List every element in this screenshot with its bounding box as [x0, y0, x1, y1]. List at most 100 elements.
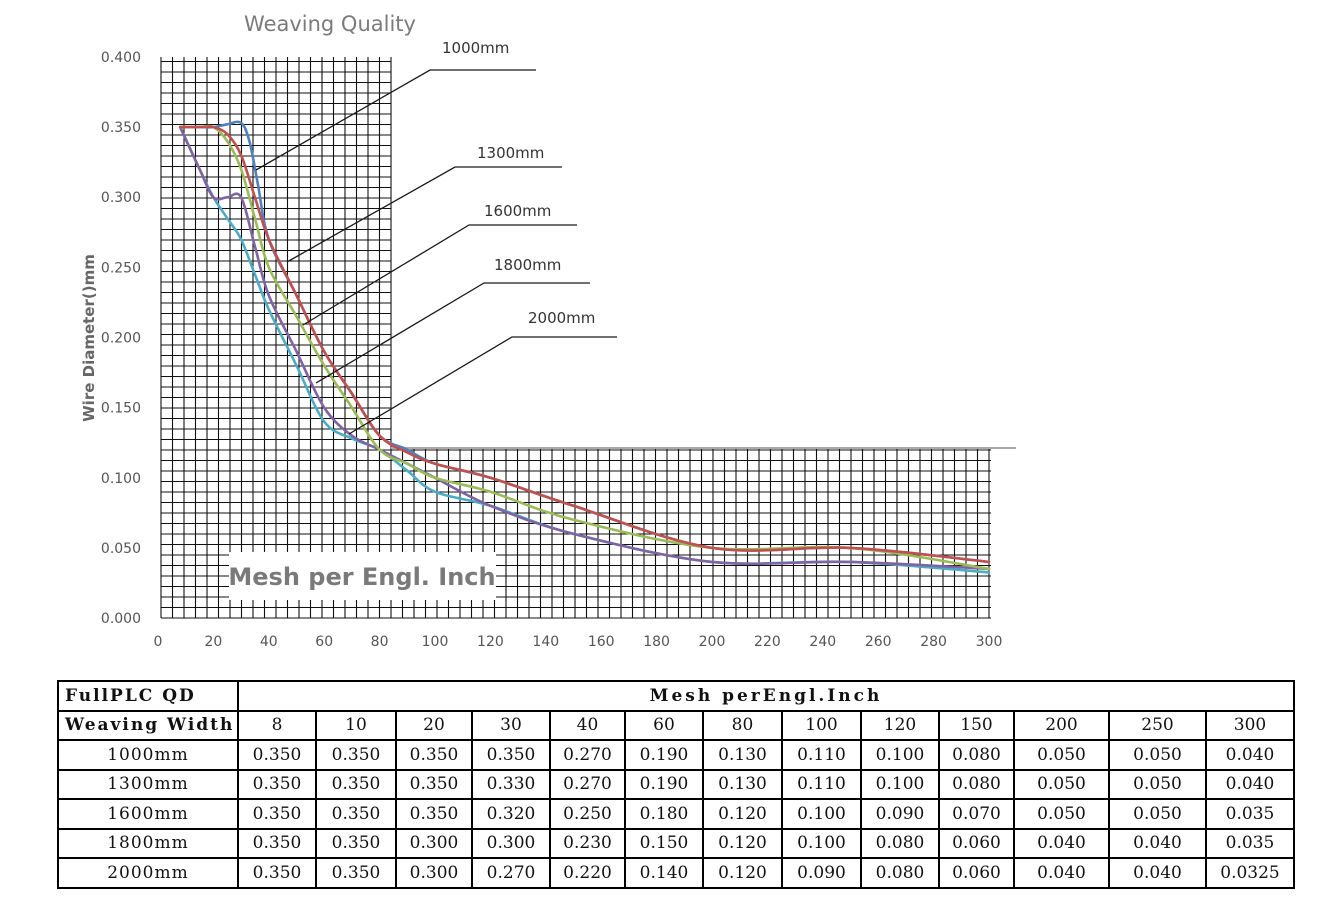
series-callouts: 1000mm 1300mm 1600mm 1800mm 2000mm	[255, 39, 617, 435]
callout-label-1800mm: 1800mm	[494, 256, 561, 274]
row-width-label: 2000mm	[57, 857, 239, 889]
y-axis-label: Wire Diameter()mm	[80, 254, 98, 422]
x-tick-label: 120	[477, 634, 504, 650]
weaving-width-label: Weaving Width	[57, 709, 239, 741]
mesh-column-header: 100	[781, 709, 862, 741]
x-tick-label: 260	[865, 634, 892, 650]
row-width-label: 1800mm	[57, 827, 239, 859]
table-cell: 0.080	[860, 857, 940, 889]
table-cell: 0.050	[1108, 768, 1207, 800]
y-tick-label: 0.400	[101, 50, 141, 66]
table-cell: 0.270	[471, 857, 551, 889]
x-tick-label: 200	[699, 634, 726, 650]
table-cell: 0.350	[237, 739, 317, 771]
table-cell: 0.050	[1108, 739, 1207, 771]
corner-cell: FullPLC QD	[57, 680, 239, 712]
table-cell: 0.300	[471, 827, 551, 859]
callout-leader-1000mm	[255, 69, 536, 171]
table-cell: 0.350	[395, 739, 473, 771]
table-cell: 0.130	[702, 768, 783, 800]
table-cell: 0.100	[781, 798, 862, 830]
grid-lines	[160, 57, 991, 619]
callout-label-2000mm: 2000mm	[528, 309, 595, 327]
table-cell: 0.090	[860, 798, 940, 830]
callout-label-1600mm: 1600mm	[484, 202, 551, 220]
table-cell: 0.190	[624, 739, 704, 771]
table-row: 2000mm 0.350 0.350 0.300 0.270 0.220 0.140 0.12…	[57, 857, 1295, 889]
callout-label-1300mm: 1300mm	[477, 144, 544, 162]
mesh-column-header: 80	[702, 709, 783, 741]
mesh-column-header: 10	[315, 709, 397, 741]
callout-leader-1600mm	[302, 224, 577, 326]
x-tick-label: 280	[920, 634, 947, 650]
y-tick-label: 0.000	[101, 611, 141, 627]
table-cell: 0.350	[237, 798, 317, 830]
mesh-column-header: 40	[549, 709, 626, 741]
table-cell: 0.350	[237, 827, 317, 859]
x-tick-label: 220	[754, 634, 781, 650]
table-row: 1600mm 0.350 0.350 0.350 0.320 0.250 0.180 0.12…	[57, 798, 1295, 830]
table-cell: 0.270	[549, 739, 626, 771]
mesh-columns-row: Weaving Width 8 10 20 30 40 60 80 100 120 150 200 2…	[57, 709, 1295, 741]
table-cell: 0.120	[702, 857, 783, 889]
spec-table-header-row: FullPLC QD Mesh perEngl.Inch	[57, 680, 1295, 712]
x-tick-label: 300	[976, 634, 1003, 650]
table-cell: 0.080	[860, 827, 940, 859]
row-width-label: 1600mm	[57, 798, 239, 830]
x-tick-label: 40	[260, 634, 278, 650]
callout-label-1000mm: 1000mm	[442, 39, 509, 57]
table-cell: 0.050	[1013, 798, 1110, 830]
table-cell: 0.040	[1013, 857, 1110, 889]
table-cell: 0.040	[1108, 857, 1207, 889]
y-tick-labels: 0.000 0.050 0.100 0.150 0.200 0.250 0.300 0.350…	[101, 50, 141, 627]
y-tick-label: 0.150	[101, 401, 141, 417]
chart-grid	[160, 57, 1016, 619]
table-cell: 0.035	[1205, 827, 1295, 859]
y-tick-label: 0.200	[101, 331, 141, 347]
table-cell: 0.040	[1205, 768, 1295, 800]
spec-table: FullPLC QD Mesh perEngl.Inch Weaving Wid…	[57, 680, 1295, 889]
table-cell: 0.140	[624, 857, 704, 889]
table-cell: 0.350	[315, 857, 397, 889]
table-cell: 0.080	[938, 768, 1015, 800]
table-cell: 0.050	[1013, 768, 1110, 800]
callout-leader-1300mm	[286, 166, 562, 263]
table-cell: 0.220	[549, 857, 626, 889]
table-cell: 0.350	[315, 768, 397, 800]
table-row: 1800mm 0.350 0.350 0.300 0.300 0.230 0.150 0.12…	[57, 827, 1295, 859]
table-cell: 0.350	[315, 798, 397, 830]
chart-title: Weaving Quality	[244, 12, 416, 36]
mesh-column-header: 200	[1013, 709, 1110, 741]
table-cell: 0.300	[395, 827, 473, 859]
table-cell: 0.350	[237, 768, 317, 800]
mesh-column-header: 60	[624, 709, 704, 741]
mesh-column-header: 8	[237, 709, 317, 741]
table-cell: 0.250	[549, 798, 626, 830]
row-width-label: 1300mm	[57, 768, 239, 800]
x-tick-label: 0	[154, 634, 163, 650]
callout-leader-2000mm	[348, 336, 617, 435]
table-cell: 0.080	[938, 739, 1015, 771]
x-tick-labels: 0 20 40 60 80 100 120 140 160 180 200 220 240 260 280 3…	[154, 634, 1003, 650]
table-cell: 0.350	[395, 798, 473, 830]
y-tick-label: 0.100	[101, 471, 141, 487]
table-cell: 0.100	[781, 827, 862, 859]
table-cell: 0.330	[471, 768, 551, 800]
x-axis-label: Mesh per Engl. Inch	[228, 563, 495, 591]
table-cell: 0.100	[860, 739, 940, 771]
table-cell: 0.035	[1205, 798, 1295, 830]
table-cell: 0.230	[549, 827, 626, 859]
x-tick-label: 160	[588, 634, 615, 650]
mesh-column-header: 300	[1205, 709, 1295, 741]
table-cell: 0.320	[471, 798, 551, 830]
table-cell: 0.120	[702, 798, 783, 830]
table-cell: 0.040	[1013, 827, 1110, 859]
y-tick-label: 0.300	[101, 190, 141, 206]
table-cell: 0.150	[624, 827, 704, 859]
weaving-quality-chart: 1000mm 1300mm 1600mm 1800mm 2000mm 0.000 0.05…	[80, 12, 1016, 650]
table-cell: 0.350	[237, 857, 317, 889]
table-cell: 0.050	[1108, 798, 1207, 830]
table-row: 1300mm 0.350 0.350 0.350 0.330 0.270 0.190 0.13…	[57, 768, 1295, 800]
table-cell: 0.270	[549, 768, 626, 800]
series-lines	[178, 120, 991, 574]
